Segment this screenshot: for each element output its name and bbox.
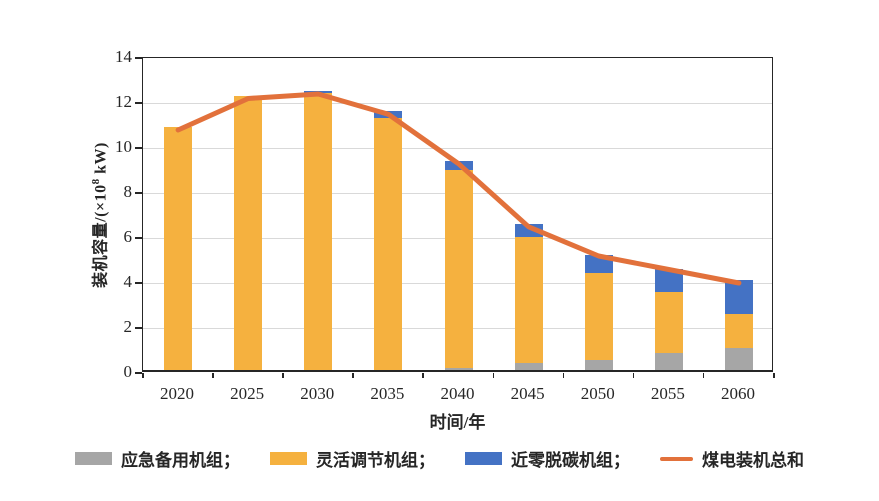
y-axis-tick-label: 10 xyxy=(115,137,132,156)
bar-stack-2040 xyxy=(444,55,473,370)
legend-swatch-marker xyxy=(270,452,307,465)
bar-stack-2030 xyxy=(304,55,333,370)
bar-segment-近零脱碳机组 xyxy=(654,268,683,293)
legend-label: 近零脱碳机组； xyxy=(511,451,630,470)
bar-segment-近零脱碳机组 xyxy=(374,111,403,118)
x-axis-tick-mark xyxy=(282,373,284,378)
y-axis-tick-label: 12 xyxy=(115,92,132,111)
y-axis-tick-label: 4 xyxy=(123,272,133,291)
y-axis-tick-label: 8 xyxy=(123,182,133,201)
legend-swatch-marker xyxy=(465,452,502,465)
bar-segment-近零脱碳机组 xyxy=(514,223,543,238)
bar-segment-灵活调节机组 xyxy=(374,118,403,370)
y-axis-tick-label: 14 xyxy=(115,47,132,66)
bar-segment-灵活调节机组 xyxy=(234,95,263,370)
bar-segment-应急备用机组 xyxy=(444,367,473,370)
bar-segment-近零脱碳机组 xyxy=(584,255,613,274)
bar-stack-2050 xyxy=(584,55,613,370)
y-axis-tick-mark xyxy=(135,102,142,104)
bar-segment-灵活调节机组 xyxy=(584,273,613,360)
y-axis-tick-mark xyxy=(135,192,142,194)
bar-segment-应急备用机组 xyxy=(584,359,613,370)
x-axis-tick-mark xyxy=(562,373,565,378)
bar-segment-灵活调节机组 xyxy=(164,127,193,370)
bar-stack-2025 xyxy=(234,55,263,370)
bar-segment-灵活调节机组 xyxy=(724,313,753,348)
x-axis-tick-label: 2040 xyxy=(440,384,475,403)
x-axis-tick-label: 2035 xyxy=(370,384,405,403)
x-axis-title: 时间/年 xyxy=(429,413,486,432)
x-axis-tick-label: 2030 xyxy=(300,384,335,403)
legend-label: 灵活调节机组； xyxy=(316,451,435,470)
plot-area xyxy=(142,57,773,372)
bar-segment-灵活调节机组 xyxy=(304,93,333,370)
x-axis-tick-label: 2060 xyxy=(720,384,755,403)
y-axis-tick-mark xyxy=(135,57,142,59)
legend-item-灵活调节机组: 灵活调节机组； xyxy=(270,446,435,471)
y-axis-tick-label: 0 xyxy=(123,362,133,381)
x-axis-tick-mark xyxy=(422,373,424,378)
y-axis-tick-mark xyxy=(135,372,142,374)
x-axis-tick-label: 2020 xyxy=(160,384,195,403)
legend: 应急备用机组； 灵活调节机组； 近零脱碳机组； 煤电装机总和 xyxy=(0,446,879,471)
x-axis-tick-label: 2050 xyxy=(580,384,615,403)
y-axis-tick-mark xyxy=(135,237,142,239)
bar-stack-2020 xyxy=(164,55,193,370)
y-axis-tick-mark xyxy=(135,282,142,284)
legend-item-应急备用机组: 应急备用机组； xyxy=(75,446,240,471)
legend-label: 应急备用机组； xyxy=(121,451,240,470)
bar-segment-近零脱碳机组 xyxy=(444,160,473,170)
x-axis-tick-mark xyxy=(492,373,495,378)
y-axis-tick-mark xyxy=(135,147,142,149)
x-axis-tick-mark xyxy=(352,373,354,378)
bar-stack-2060 xyxy=(724,55,753,370)
bar-segment-灵活调节机组 xyxy=(444,169,473,368)
bar-segment-应急备用机组 xyxy=(724,347,753,370)
legend-label: 煤电装机总和 xyxy=(702,451,804,470)
legend-line-marker xyxy=(660,456,693,461)
x-axis-tick-mark xyxy=(702,373,705,378)
x-axis-tick-mark xyxy=(142,373,144,378)
bar-segment-近零脱碳机组 xyxy=(724,280,753,314)
bar-segment-近零脱碳机组 xyxy=(304,91,333,94)
bar-segment-应急备用机组 xyxy=(654,353,683,370)
legend-swatch-marker xyxy=(75,452,112,465)
x-axis-tick-label: 2045 xyxy=(510,384,545,403)
y-axis-tick-label: 6 xyxy=(123,227,133,246)
x-axis-tick-label: 2055 xyxy=(650,384,685,403)
y-axis-tick-label: 2 xyxy=(123,317,133,336)
bar-segment-灵活调节机组 xyxy=(514,237,543,364)
bar-segment-应急备用机组 xyxy=(514,363,543,370)
x-axis-tick-label: 2025 xyxy=(230,384,265,403)
bar-stack-2045 xyxy=(514,55,543,370)
x-axis-tick-mark xyxy=(632,373,635,378)
bar-segment-灵活调节机组 xyxy=(654,292,683,354)
bar-stack-2055 xyxy=(654,55,683,370)
y-axis-tick-mark xyxy=(135,327,142,329)
x-axis-tick-mark xyxy=(773,373,775,378)
legend-item-煤电装机总和: 煤电装机总和 xyxy=(660,446,804,471)
legend-item-近零脱碳机组: 近零脱碳机组； xyxy=(465,446,630,471)
x-axis-tick-mark xyxy=(212,373,214,378)
bar-stack-2035 xyxy=(374,55,403,370)
